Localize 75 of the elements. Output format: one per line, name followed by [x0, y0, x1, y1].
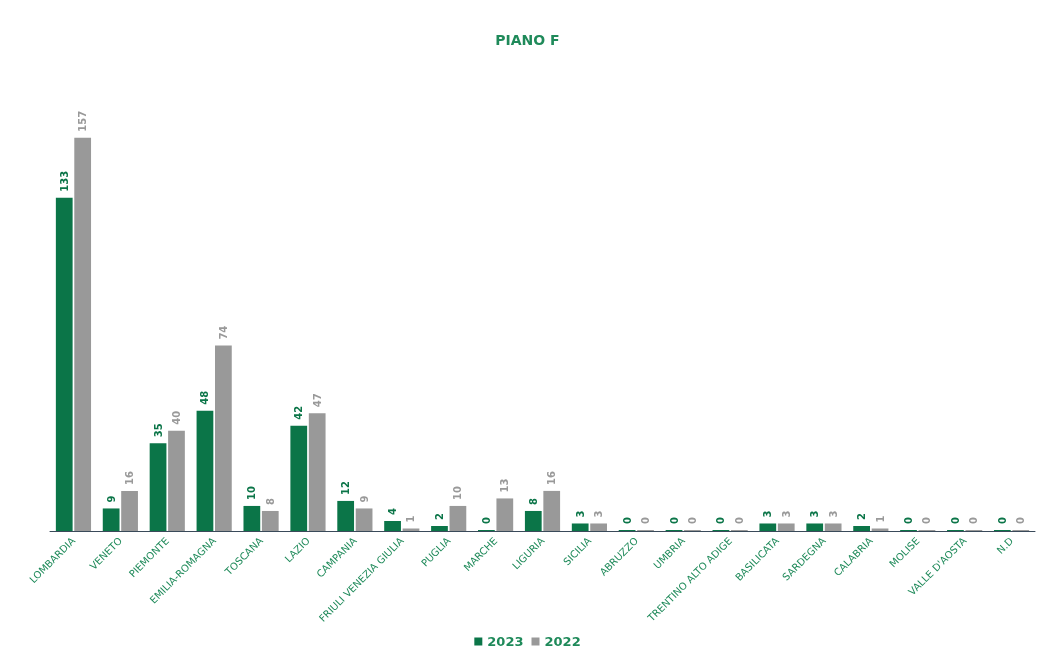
bar: [543, 490, 561, 531]
bar: [824, 523, 842, 531]
bar: [402, 528, 420, 531]
data-label: 48: [199, 390, 211, 405]
bar: [168, 430, 185, 531]
data-label: 1: [874, 515, 886, 523]
bar: [55, 197, 73, 531]
data-label: 1: [405, 515, 417, 523]
data-label: 133: [58, 170, 70, 192]
data-label: 2: [856, 512, 868, 520]
bar: [431, 525, 448, 531]
legend-label: 2022: [544, 634, 581, 649]
data-label: 40: [170, 410, 182, 425]
data-label: 10: [452, 485, 464, 500]
bar: [121, 490, 138, 531]
data-label: 16: [546, 470, 558, 485]
data-label: 0: [921, 517, 933, 524]
data-label: 0: [621, 517, 633, 524]
bar: [102, 508, 120, 531]
data-label: 0: [996, 517, 1008, 524]
data-label: 0: [1015, 517, 1027, 524]
bar: [337, 500, 355, 531]
data-label: 0: [715, 517, 727, 524]
data-label: 8: [264, 497, 276, 505]
bar: [149, 443, 167, 531]
data-label: 0: [640, 517, 652, 524]
data-label: 0: [480, 517, 492, 524]
bar: [524, 510, 542, 531]
bar: [74, 137, 92, 531]
bar: [853, 525, 870, 531]
data-label: 157: [77, 110, 89, 132]
data-label: 47: [311, 393, 323, 408]
bar: [777, 523, 795, 531]
data-label: 0: [968, 517, 980, 524]
data-label: 3: [780, 510, 792, 518]
data-label: 0: [903, 517, 915, 524]
data-label: 9: [105, 495, 117, 503]
data-label: 3: [827, 510, 839, 518]
bar: [449, 505, 467, 531]
data-label: 3: [809, 510, 821, 518]
data-label: 4: [387, 507, 399, 515]
bar: [496, 498, 514, 531]
bar: [308, 413, 326, 531]
bar: [384, 520, 401, 531]
data-label: 35: [152, 423, 164, 438]
data-label: 9: [358, 495, 370, 503]
legend-label: 2023: [487, 634, 524, 649]
data-label: 10: [246, 485, 258, 500]
data-label: 0: [733, 517, 745, 524]
bar: [571, 523, 589, 531]
data-label: 3: [593, 510, 605, 518]
data-label: 0: [668, 517, 680, 524]
data-label: 74: [217, 325, 229, 340]
data-label: 3: [762, 510, 774, 518]
bar: [590, 523, 607, 531]
bar: [759, 523, 777, 531]
data-label: 13: [499, 478, 511, 493]
bar: [243, 505, 261, 531]
bar: [806, 523, 824, 531]
chart-title: PIANO F: [495, 32, 560, 48]
bar: [290, 425, 308, 531]
x-tick-label: N.D: [994, 534, 1016, 556]
data-label: 0: [686, 517, 698, 524]
bar: [261, 510, 279, 531]
bar: [196, 410, 214, 531]
data-label: 16: [124, 470, 136, 485]
data-label: 12: [340, 480, 352, 495]
bar: [215, 345, 232, 531]
data-label: 42: [293, 405, 305, 420]
data-label: 3: [574, 510, 586, 518]
data-label: 0: [949, 517, 961, 524]
data-label: 2: [433, 512, 445, 520]
bar: [355, 508, 373, 531]
bar: [871, 528, 889, 531]
data-label: 8: [527, 497, 539, 505]
